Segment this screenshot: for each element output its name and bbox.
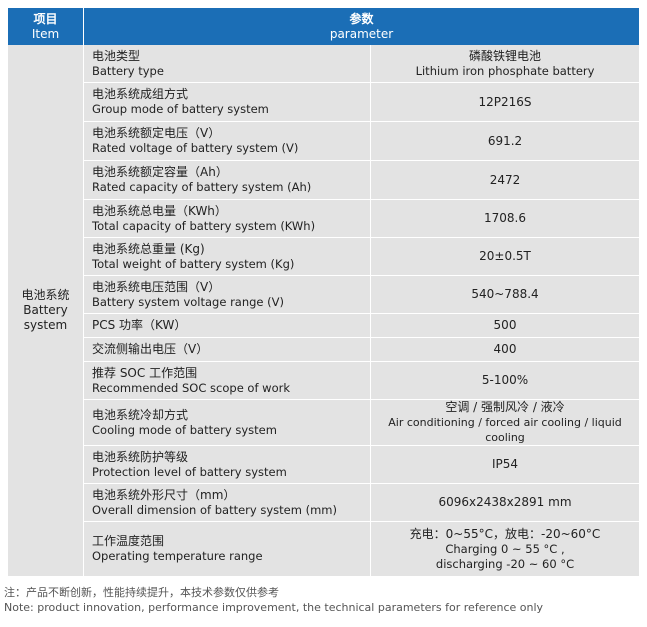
footnote-zh: 注：产品不断创新，性能持续提升，本技术参数仅供参考 xyxy=(4,586,279,599)
row-name-zh: 交流侧输出电压（V） xyxy=(92,342,209,356)
row-name-zh: 工作温度范围 xyxy=(92,534,165,548)
row-value: 空调 / 强制风冷 / 液冷 Air conditioning / forced… xyxy=(371,400,640,446)
row-value: 2472 xyxy=(371,161,640,200)
row-name: 电池系统总电量（KWh） Total capacity of battery s… xyxy=(84,200,371,238)
row-value-line2: Lithium iron phosphate battery xyxy=(415,63,595,78)
row-value-line2: Charging 0 ~ 55 °C , xyxy=(445,541,565,556)
header-parameter: 参数 parameter xyxy=(84,8,640,45)
row-name-zh: PCS 功率（KW） xyxy=(92,318,187,332)
row-value: 691.2 xyxy=(371,122,640,161)
row-name-en: Battery type xyxy=(92,63,164,78)
row-value: 充电：0~55°C，放电：-20~60°C Charging 0 ~ 55 °C… xyxy=(371,522,640,577)
row-value: 磷酸铁锂电池 Lithium iron phosphate battery xyxy=(371,45,640,83)
table-row: 电池系统防护等级 Protection level of battery sys… xyxy=(8,446,640,484)
table-row: 电池系统冷却方式 Cooling mode of battery system … xyxy=(8,400,640,446)
table-row: 交流侧输出电压（V） 400 xyxy=(8,338,640,362)
row-value-line2: Air conditioning / forced air cooling / … xyxy=(388,416,622,444)
row-value-line1: 充电：0~55°C，放电：-20~60°C xyxy=(409,526,601,541)
header-param-en: parameter xyxy=(329,26,394,41)
table-row: 电池系统外形尺寸（mm） Overall dimension of batter… xyxy=(8,484,640,522)
row-value: 12P216S xyxy=(371,83,640,122)
row-name-zh: 电池系统防护等级 xyxy=(92,449,189,464)
group-zh: 电池系统 xyxy=(21,288,70,302)
row-name: 交流侧输出电压（V） xyxy=(84,338,371,362)
table-row: PCS 功率（KW） 500 xyxy=(8,314,640,338)
footnote: 注：产品不断创新，性能持续提升，本技术参数仅供参考 Note: product … xyxy=(4,585,543,615)
table-row: 电池系统成组方式 Group mode of battery system 12… xyxy=(8,83,640,122)
row-name-en: Total weight of battery system (Kg) xyxy=(92,256,295,271)
row-name-zh: 电池系统外形尺寸（mm） xyxy=(92,487,236,502)
table-row: 电池系统电压范围（V） Battery system voltage range… xyxy=(8,276,640,314)
table-row: 电池系统 Battery system 电池类型 Battery type 磷酸… xyxy=(8,45,640,577)
row-name-zh: 电池系统电压范围（V） xyxy=(92,279,221,294)
spec-table: 项目 Item 参数 parameter 电池系统 Battery system… xyxy=(8,8,640,577)
group-cell: 电池系统 Battery system xyxy=(8,45,84,577)
row-name: 推荐 SOC 工作范围 Recommended SOC scope of wor… xyxy=(84,362,371,400)
header-row: 项目 Item 参数 parameter xyxy=(8,8,640,45)
table-row: 电池系统总电量（KWh） Total capacity of battery s… xyxy=(8,200,640,238)
footnote-en: Note: product innovation, performance im… xyxy=(4,601,544,614)
row-name-zh: 电池系统额定容量（Ah） xyxy=(92,165,228,179)
row-name: 电池系统冷却方式 Cooling mode of battery system xyxy=(84,400,371,446)
row-name-en: Rated capacity of battery system (Ah) xyxy=(92,180,312,194)
row-name-zh: 推荐 SOC 工作范围 xyxy=(92,365,198,380)
row-name: 电池系统防护等级 Protection level of battery sys… xyxy=(84,446,371,484)
row-name: 电池类型 Battery type xyxy=(84,45,371,83)
row-name-zh: 电池系统成组方式 xyxy=(92,87,189,101)
table-row: 推荐 SOC 工作范围 Recommended SOC scope of wor… xyxy=(8,362,640,400)
header-item: 项目 Item xyxy=(8,8,84,45)
row-name: 电池系统成组方式 Group mode of battery system xyxy=(84,83,371,122)
header-item-en: Item xyxy=(31,26,60,41)
row-name: 工作温度范围 Operating temperature range xyxy=(84,522,371,577)
table-row: 电池系统额定电压（V） Rated voltage of battery sys… xyxy=(8,122,640,161)
row-name-en: Operating temperature range xyxy=(92,549,263,563)
row-name-en: Battery system voltage range (V) xyxy=(92,294,285,309)
row-name-en: Rated voltage of battery system (V) xyxy=(92,141,299,155)
row-name-en: Recommended SOC scope of work xyxy=(92,380,290,395)
row-value: 540~788.4 xyxy=(371,276,640,314)
table-row: 工作温度范围 Operating temperature range 充电：0~… xyxy=(8,522,640,577)
row-name-zh: 电池类型 xyxy=(92,48,141,63)
row-value-line1: 磷酸铁锂电池 xyxy=(469,48,542,63)
row-value: 1708.6 xyxy=(371,200,640,238)
row-name: 电池系统额定电压（V） Rated voltage of battery sys… xyxy=(84,122,371,161)
row-name: 电池系统外形尺寸（mm） Overall dimension of batter… xyxy=(84,484,371,522)
row-name-en: Overall dimension of battery system (mm) xyxy=(92,502,337,517)
row-name-en: Total capacity of battery system (KWh) xyxy=(92,218,316,233)
row-name-en: Protection level of battery system xyxy=(92,464,287,479)
row-name: 电池系统额定容量（Ah） Rated capacity of battery s… xyxy=(84,161,371,200)
group-en-line1: Battery xyxy=(23,303,68,317)
row-name: 电池系统电压范围（V） Battery system voltage range… xyxy=(84,276,371,314)
row-value: 400 xyxy=(371,338,640,362)
row-value: 5-100% xyxy=(371,362,640,400)
row-value-line3: discharging -20 ~ 60 °C xyxy=(435,556,575,571)
row-name-zh: 电池系统总电量（KWh） xyxy=(92,203,227,218)
row-value: 500 xyxy=(371,314,640,338)
row-name-en: Group mode of battery system xyxy=(92,102,269,116)
header-item-zh: 项目 xyxy=(33,11,58,26)
header-param-zh: 参数 xyxy=(349,11,374,26)
row-name-zh: 电池系统总重量 (Kg) xyxy=(92,241,205,256)
row-name-en: Cooling mode of battery system xyxy=(92,422,277,437)
row-value: IP54 xyxy=(371,446,640,484)
row-name: PCS 功率（KW） xyxy=(84,314,371,338)
table-row: 电池系统额定容量（Ah） Rated capacity of battery s… xyxy=(8,161,640,200)
row-name-zh: 电池系统额定电压（V） xyxy=(92,126,221,140)
row-name-zh: 电池系统冷却方式 xyxy=(92,407,189,422)
table-row: 电池系统总重量 (Kg) Total weight of battery sys… xyxy=(8,238,640,276)
row-value: 6096x2438x2891 mm xyxy=(371,484,640,522)
group-en-line2: system xyxy=(23,318,68,332)
row-name: 电池系统总重量 (Kg) Total weight of battery sys… xyxy=(84,238,371,276)
row-value-line1: 空调 / 强制风冷 / 液冷 xyxy=(445,400,565,414)
row-value: 20±0.5T xyxy=(371,238,640,276)
